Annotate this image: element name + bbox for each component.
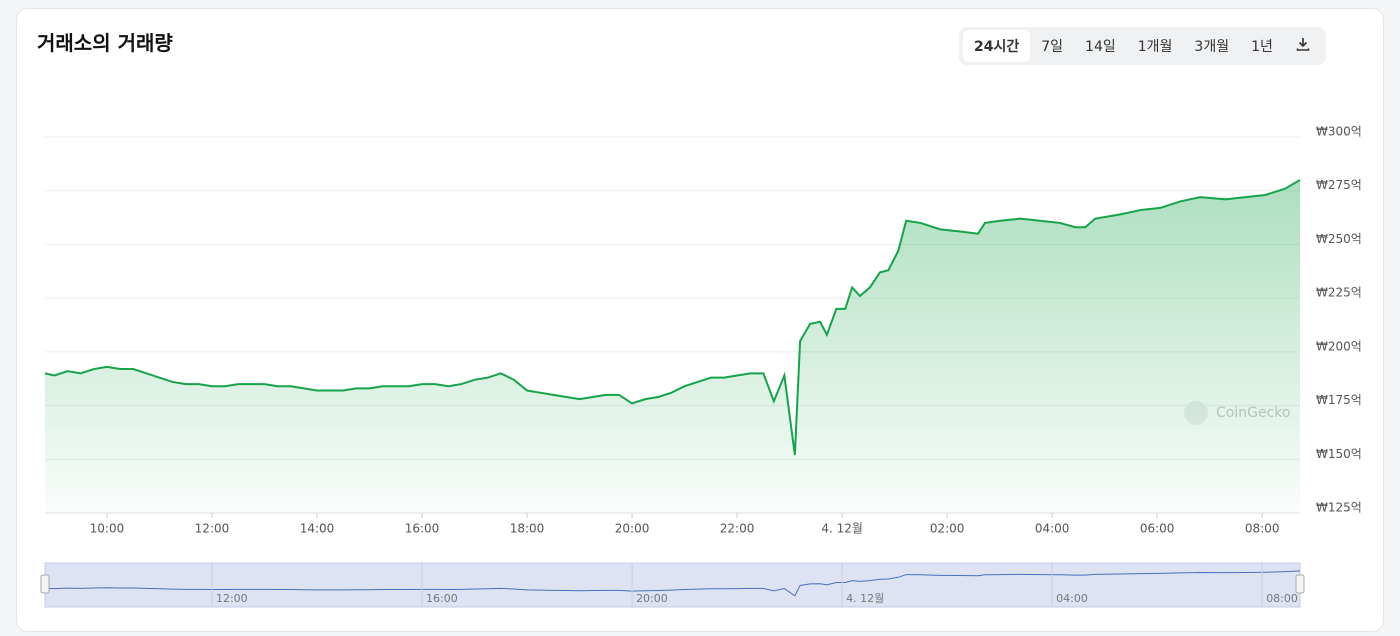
y-tick-label: ₩225억	[1316, 286, 1362, 300]
navigator-label: 08:00	[1266, 592, 1298, 605]
navigator-label: 04:00	[1056, 592, 1088, 605]
area-fill	[45, 179, 1300, 513]
x-tick-label: 12:00	[195, 522, 230, 536]
range-button[interactable]: 14일	[1085, 39, 1116, 55]
download-icon	[1296, 38, 1310, 51]
x-tick-label: 08:00	[1245, 522, 1280, 536]
y-tick-label: ₩250억	[1316, 232, 1362, 246]
x-tick-label: 20:00	[615, 522, 650, 536]
x-tick-label: 22:00	[720, 522, 755, 536]
range-button[interactable]: 24시간	[963, 30, 1031, 62]
navigator-label: 4. 12월	[846, 592, 884, 605]
navigator-handle	[1295, 574, 1305, 594]
range-button[interactable]: 1개월	[1137, 39, 1173, 55]
navigator-label: 20:00	[636, 592, 668, 605]
range-button[interactable]: 3개월	[1194, 39, 1230, 55]
navigator-label: 12:00	[216, 592, 248, 605]
x-tick-label: 10:00	[90, 522, 125, 536]
x-tick-label: 4. 12월	[821, 522, 863, 536]
navigator-label: 16:00	[426, 592, 458, 605]
y-tick-label: ₩300억	[1316, 125, 1362, 139]
navigator-line	[44, 570, 1301, 597]
y-tick-label: ₩200억	[1316, 339, 1362, 353]
x-tick-label: 04:00	[1035, 522, 1070, 536]
range-selector: 24시간 7일 14일 1개월 3개월 1년	[959, 27, 1326, 65]
y-tick-label: ₩175억	[1316, 393, 1362, 407]
navigator-handle	[40, 574, 50, 594]
x-tick-label: 02:00	[930, 522, 965, 536]
line	[44, 179, 1301, 456]
x-tick-label: 06:00	[1140, 522, 1175, 536]
navigator	[44, 562, 1301, 608]
download-button[interactable]	[1284, 30, 1322, 62]
y-tick-label: ₩275억	[1316, 178, 1362, 192]
range-button[interactable]: 7일	[1041, 39, 1064, 55]
y-tick-label: ₩150억	[1316, 447, 1362, 461]
chart-title: 거래소의 거래량	[37, 31, 173, 55]
x-tick-label: 18:00	[510, 522, 545, 536]
y-tick-label: ₩125억	[1316, 501, 1362, 515]
x-tick-label: 16:00	[405, 522, 440, 536]
x-tick-label: 14:00	[300, 522, 335, 536]
range-button[interactable]: 1년	[1251, 39, 1273, 55]
